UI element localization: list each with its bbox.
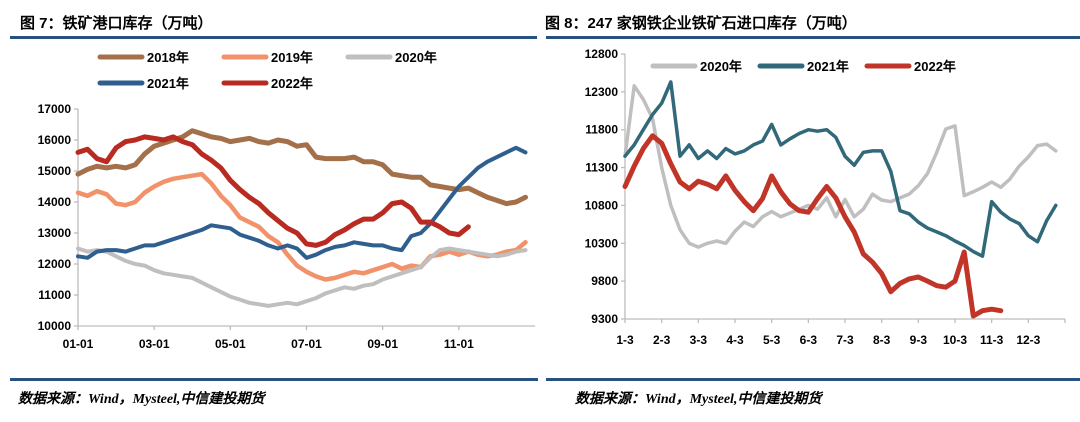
figure-8-footer-rule [546,378,1080,381]
series-line-2021年 [76,145,528,260]
figure-8-title-underline [546,36,1080,39]
figure-7-plot: 10000 11000 12000 13000 14000 15000 16000 17000… [38,50,535,351]
figure-7-data-source: 数据来源：Wind，Mysteel,中信建投期货 [18,392,265,407]
x-tick-label: 5-3 [763,333,781,347]
legend-label-2022年: 2022年 [914,59,956,74]
y-tick-label: 13000 [38,226,72,240]
y-tick-label: 10300 [585,236,619,250]
series-line-2020年 [623,84,1058,249]
y-tick-label: 9800 [591,274,618,288]
series-line-2021年 [623,80,1058,258]
legend-label-2019年: 2019年 [271,50,313,65]
x-tick-label: 01-01 [63,337,94,351]
y-tick-label: 11800 [585,123,618,137]
y-tick-label: 14000 [38,195,72,209]
legend-label-2020年: 2020年 [395,50,437,65]
figure-panel-8: 图 8：247 家钢铁企业铁矿石进口库存（万吨） 9300 9800 10300 10… [540,0,1080,422]
x-tick-label: 3-3 [690,333,708,347]
series-line-2018年 [75,128,528,207]
x-tick-label: 8-3 [873,333,891,347]
figure-7-chart: 10000 11000 12000 13000 14000 15000 16000 17000… [0,39,540,367]
y-tick-label: 11300 [585,161,618,175]
y-tick-label: 12800 [585,47,619,61]
y-tick-label: 10800 [585,198,619,212]
x-tick-label: 12-3 [1016,333,1040,347]
legend-label-2018年: 2018年 [147,50,189,65]
legend-label-2022年: 2022年 [271,76,313,91]
figure-8-chart: 9300 9800 10300 10800 11300 11800 12300 12800 1-… [540,39,1080,367]
y-tick-label: 12000 [38,257,72,271]
figure-7-title: 图 7：铁矿港口库存（万吨） [20,15,213,32]
figure-8-plot: 9300 9800 10300 10800 11300 11800 12300 12800 1-… [585,47,1066,347]
x-tick-label: 11-01 [444,337,474,351]
y-tick-label: 9300 [591,312,618,326]
series-line-2019年 [75,171,528,282]
y-tick-label: 16000 [38,133,72,147]
figure-8-title: 图 8：247 家钢铁企业铁矿石进口库存（万吨） [545,15,857,32]
legend-label-2021年: 2021年 [147,76,189,91]
x-tick-label: 9-3 [910,333,928,347]
series-line-2020年 [76,246,528,308]
y-tick-label: 11000 [38,288,71,302]
x-tick-label: 7-3 [836,333,854,347]
y-tick-label: 10000 [38,319,72,333]
x-tick-label: 2-3 [653,333,671,347]
x-tick-label: 05-01 [215,337,246,351]
x-tick-label: 07-01 [291,337,322,351]
x-tick-label: 03-01 [139,337,170,351]
y-tick-label: 15000 [38,164,72,178]
figure-panel-7: 图 7：铁矿港口库存（万吨） 10000 11000 12000 13000 14000… [0,15,540,407]
figure-7-footer-rule [10,378,538,381]
figure-8-data-source: 数据来源：Wind，Mysteel,中信建投期货 [575,392,822,407]
x-tick-label: 09-01 [367,337,398,351]
series-line-2022年 [75,134,471,248]
series-line-2022年 [622,133,1004,319]
figure-7-title-underline [10,36,537,39]
x-tick-label: 6-3 [800,333,818,347]
x-tick-label: 4-3 [726,333,744,347]
legend-label-2021年: 2021年 [807,59,849,74]
y-tick-label: 12300 [585,85,619,99]
x-tick-label: 11-3 [980,333,1004,347]
y-tick-label: 17000 [38,102,72,116]
x-tick-label: 1-3 [616,333,634,347]
legend-label-2020年: 2020年 [700,59,742,74]
x-tick-label: 10-3 [943,333,967,347]
